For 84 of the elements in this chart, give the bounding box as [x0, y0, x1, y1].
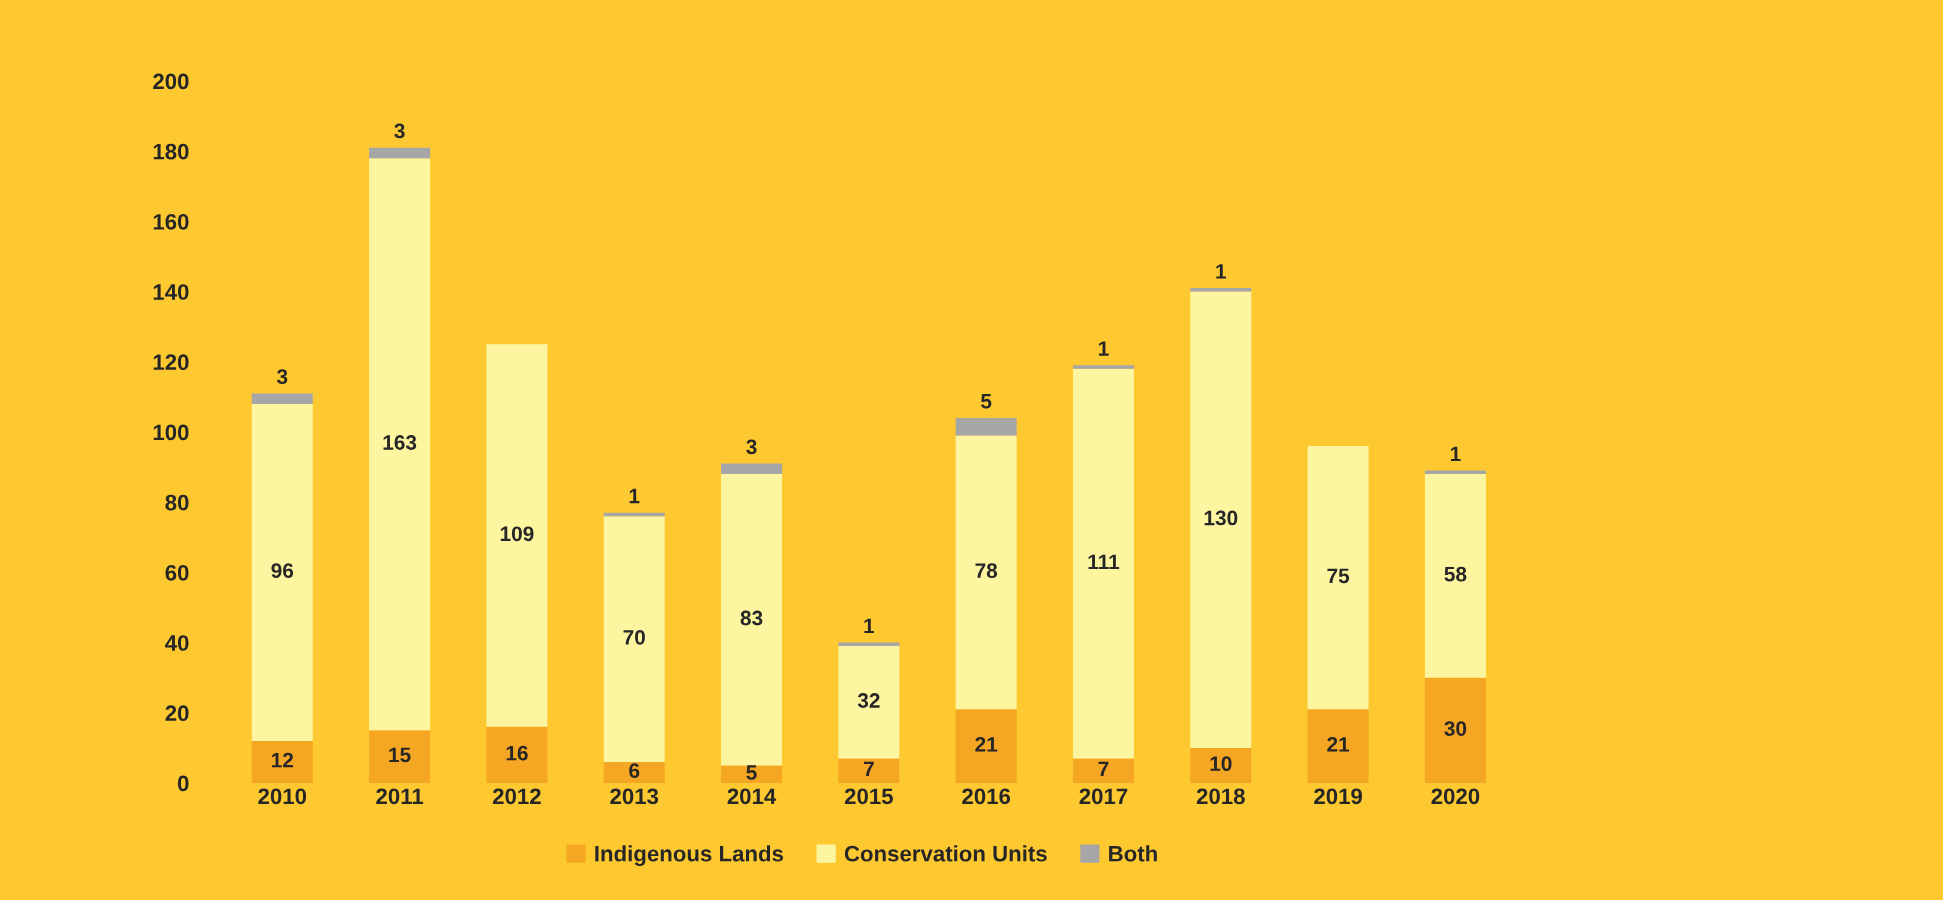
bar: [1190, 747, 1252, 783]
bar: [721, 474, 783, 766]
bar: [369, 730, 431, 783]
data-label: 15: [389, 747, 411, 763]
bar: [1190, 288, 1252, 292]
x-tick-label: 2015: [844, 788, 893, 805]
bar: [1072, 365, 1134, 369]
bar: [603, 516, 665, 762]
data-label: 16: [506, 745, 528, 761]
data-label: 7: [863, 761, 874, 777]
x-tick-label: 2017: [1079, 788, 1128, 805]
y-tick-label: 40: [165, 635, 189, 651]
x-tick-label: 2019: [1314, 788, 1362, 805]
bar: [1307, 446, 1369, 710]
data-label: 78: [975, 563, 998, 578]
data-label: 111: [1088, 554, 1120, 570]
bar: [369, 147, 431, 159]
data-label: 12: [272, 752, 294, 768]
bar: [486, 726, 548, 783]
data-label: 1: [1450, 446, 1461, 462]
bar: [955, 709, 1017, 783]
y-tick-label: 100: [153, 424, 189, 441]
bar: [1307, 709, 1369, 783]
bar: [603, 761, 665, 783]
bar: [838, 646, 900, 759]
x-tick-label: 2020: [1431, 788, 1480, 805]
x-tick-label: 2014: [727, 788, 777, 805]
bar: [251, 403, 313, 741]
legend-label: Both: [1109, 845, 1157, 862]
bar: [955, 417, 1017, 436]
y-tick-label: 60: [165, 564, 189, 581]
data-label: 70: [623, 629, 645, 645]
data-label: 58: [1444, 566, 1467, 582]
data-label: 30: [1444, 721, 1467, 736]
bar: [721, 765, 783, 783]
y-tick-label: 0: [177, 775, 189, 792]
y-tick-label: 180: [153, 143, 189, 160]
data-label: 1: [864, 618, 875, 634]
data-label: 21: [975, 736, 998, 752]
bar: [251, 740, 313, 783]
x-tick-label: 2018: [1196, 788, 1245, 805]
bar: [1190, 291, 1252, 748]
y-tick-label: 120: [153, 354, 189, 371]
data-label: 1: [629, 488, 640, 504]
bar: [1072, 758, 1134, 783]
data-label: 130: [1204, 510, 1238, 526]
data-label: 6: [629, 763, 640, 779]
data-label: 10: [1210, 756, 1232, 772]
bar: [369, 158, 431, 731]
x-tick-label: 2013: [610, 788, 659, 805]
x-tick-label: 2011: [376, 788, 424, 805]
bar: [1424, 677, 1486, 783]
bar: [721, 463, 783, 475]
y-tick-label: 20: [165, 705, 189, 722]
bar: [955, 435, 1017, 710]
data-label: 7: [1098, 761, 1109, 777]
data-label: 83: [740, 610, 763, 626]
data-label: 3: [276, 369, 288, 385]
bar: [1072, 368, 1134, 759]
x-tick-label: 2016: [962, 788, 1011, 805]
data-label: 5: [981, 394, 992, 409]
legend-label: Conservation Units: [844, 845, 1047, 862]
data-label: 96: [271, 563, 294, 578]
bar: [486, 344, 548, 727]
y-tick-label: 80: [165, 494, 189, 511]
data-label: 3: [746, 439, 757, 455]
bar: [838, 758, 900, 783]
y-tick-label: 140: [153, 284, 189, 300]
data-label: 109: [500, 526, 534, 542]
y-tick-label: 160: [153, 213, 189, 230]
data-label: 21: [1327, 736, 1350, 752]
data-label: 163: [383, 435, 417, 450]
data-label: 32: [857, 693, 880, 708]
data-label: 1: [1216, 264, 1226, 279]
x-tick-label: 2010: [258, 788, 307, 805]
bar: [251, 393, 313, 404]
data-label: 5: [746, 765, 757, 780]
bar: [1424, 474, 1486, 678]
data-label: 75: [1327, 568, 1350, 584]
legend-label: Indigenous Lands: [595, 845, 784, 867]
data-label: 1: [1099, 341, 1109, 356]
data-label: 3: [394, 123, 405, 139]
x-tick-label: 2012: [492, 788, 541, 805]
y-tick-label: 200: [153, 73, 189, 90]
